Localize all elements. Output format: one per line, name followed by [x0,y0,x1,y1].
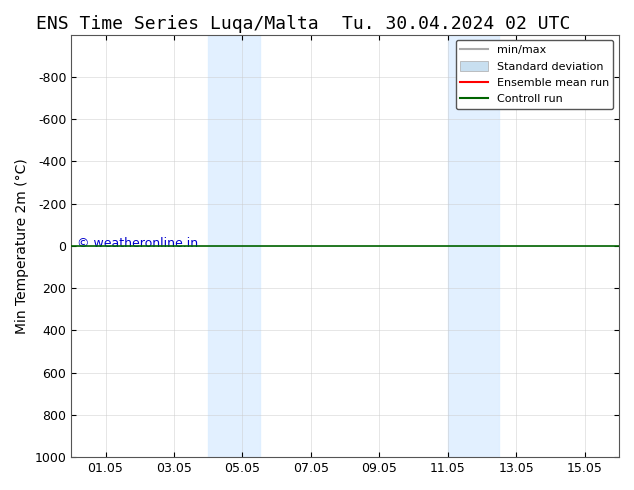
Bar [448,35,499,457]
Text: Tu. 30.04.2024 02 UTC: Tu. 30.04.2024 02 UTC [342,15,571,33]
Text: © weatheronline.in: © weatheronline.in [77,237,198,250]
Bar [208,35,259,457]
Legend: min/max, Standard deviation, Ensemble mean run, Controll run: min/max, Standard deviation, Ensemble me… [456,40,614,109]
Text: ENS Time Series Luqa/Malta: ENS Time Series Luqa/Malta [36,15,319,33]
Y-axis label: Min Temperature 2m (°C): Min Temperature 2m (°C) [15,158,29,334]
